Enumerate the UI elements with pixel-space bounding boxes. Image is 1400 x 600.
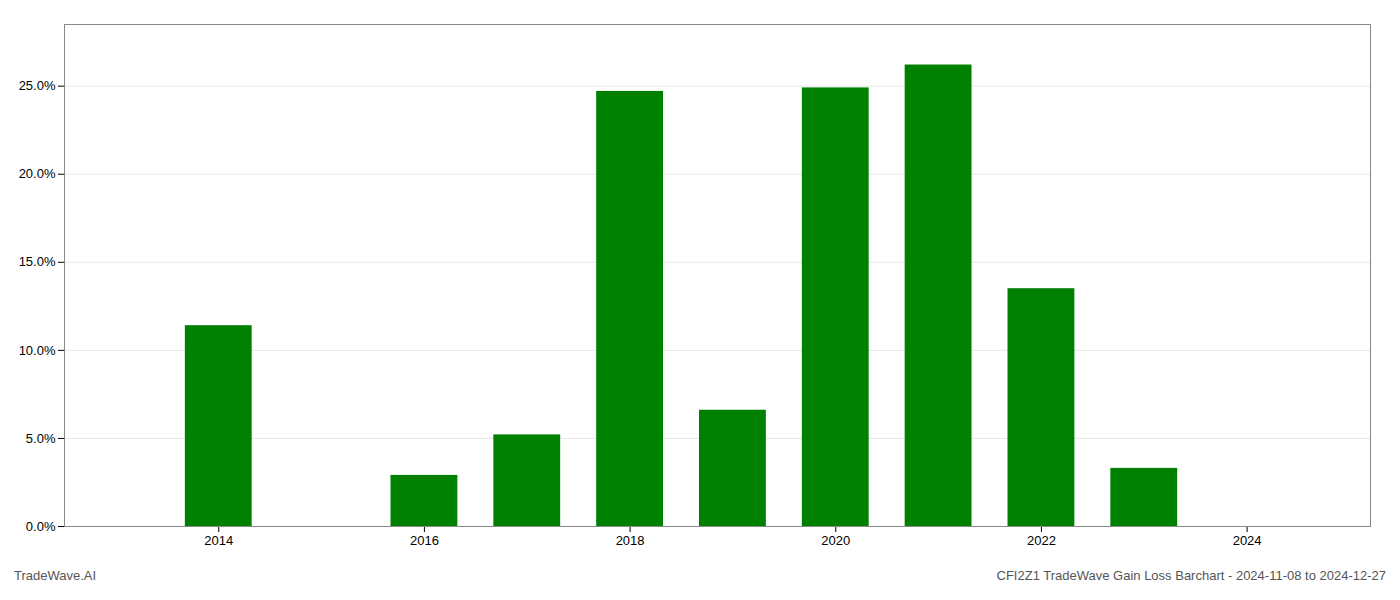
svg-text:5.0%: 5.0% bbox=[26, 431, 56, 446]
svg-text:20.0%: 20.0% bbox=[19, 166, 56, 181]
svg-text:2022: 2022 bbox=[1027, 533, 1056, 548]
svg-text:2014: 2014 bbox=[204, 533, 233, 548]
svg-text:2018: 2018 bbox=[616, 533, 645, 548]
svg-text:0.0%: 0.0% bbox=[26, 519, 56, 534]
svg-text:2024: 2024 bbox=[1233, 533, 1262, 548]
svg-text:25.0%: 25.0% bbox=[19, 78, 56, 93]
svg-text:15.0%: 15.0% bbox=[19, 254, 56, 269]
svg-text:2016: 2016 bbox=[410, 533, 439, 548]
svg-text:2020: 2020 bbox=[821, 533, 850, 548]
svg-text:10.0%: 10.0% bbox=[19, 343, 56, 358]
html-text:CFI2Z1 TradeWave Gain Loss Bar: CFI2Z1 TradeWave Gain Loss Barchart - 20… bbox=[996, 568, 1386, 583]
html-text:TradeWave.AI: TradeWave.AI bbox=[14, 568, 97, 583]
